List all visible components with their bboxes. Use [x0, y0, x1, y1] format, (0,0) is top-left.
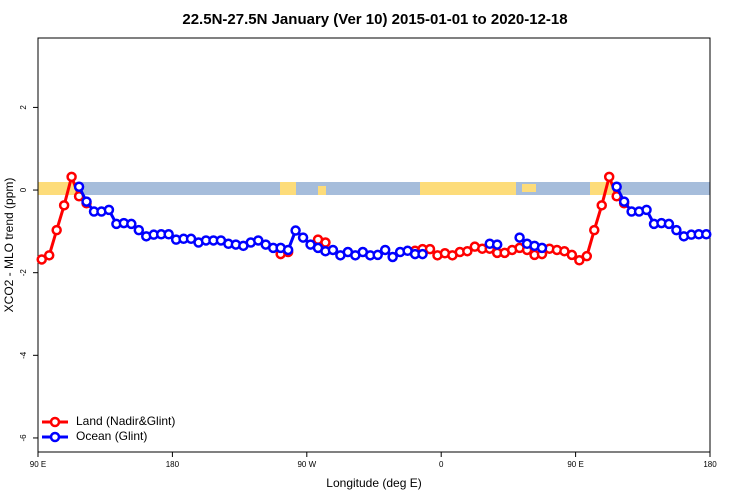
legend-label: Land (Nadir&Glint) [76, 414, 175, 428]
point [51, 224, 62, 236]
x-tick-label: 180 [703, 460, 717, 469]
point [163, 229, 174, 240]
x-tick-label: 90 E [30, 460, 46, 469]
point [126, 218, 137, 230]
point [282, 244, 294, 256]
point [581, 250, 593, 262]
y-tick-label: -4 [19, 351, 28, 359]
x-tick-label: 180 [166, 460, 180, 469]
y-axis-label: XCO2 - MLO trend (ppm) [2, 178, 16, 313]
point [372, 249, 383, 261]
x-tick-label: 0 [439, 460, 444, 469]
point [73, 181, 85, 192]
x-tick-label: 90 E [567, 460, 583, 469]
y-tick-label: 2 [19, 105, 28, 110]
point [603, 171, 615, 183]
point [290, 225, 301, 236]
x-axis-label: Longitude (deg E) [326, 476, 421, 490]
point [641, 204, 652, 216]
point [66, 171, 77, 183]
land-strip [318, 186, 326, 195]
point [589, 224, 600, 236]
map-strip [38, 182, 710, 195]
point [671, 224, 682, 236]
land-strip [420, 182, 516, 195]
point [297, 232, 309, 243]
point [596, 200, 607, 211]
y-tick-label: -2 [19, 269, 28, 277]
point [133, 224, 145, 236]
point [618, 196, 630, 207]
legend-marker [49, 416, 61, 428]
point [462, 245, 473, 257]
x-tick-label: 90 W [297, 460, 316, 469]
plot-frame [37, 37, 711, 453]
ocean-strip [38, 182, 710, 195]
chart-title: 22.5N-27.5N January (Ver 10) 2015-01-01 … [182, 11, 567, 28]
point [253, 235, 264, 246]
land-strip [280, 182, 296, 195]
point [103, 204, 115, 216]
legend-marker [49, 431, 61, 443]
point [387, 251, 398, 263]
point [43, 250, 55, 261]
legend-label: Ocean (Glint) [76, 429, 147, 443]
point [417, 248, 428, 260]
point [81, 196, 92, 207]
y-tick-label: -6 [19, 434, 28, 442]
point [663, 218, 675, 230]
point [514, 232, 525, 243]
point [536, 242, 548, 254]
point [424, 243, 436, 255]
land-strip [38, 182, 78, 195]
point [58, 200, 70, 211]
point [701, 229, 712, 240]
y-tick-label: 0 [19, 187, 28, 192]
point [574, 255, 585, 266]
point [491, 239, 503, 250]
point [566, 249, 578, 261]
point [36, 254, 47, 265]
point [379, 244, 391, 256]
land-strip [522, 184, 536, 192]
point [320, 237, 331, 248]
point [611, 181, 622, 192]
point [327, 244, 339, 256]
